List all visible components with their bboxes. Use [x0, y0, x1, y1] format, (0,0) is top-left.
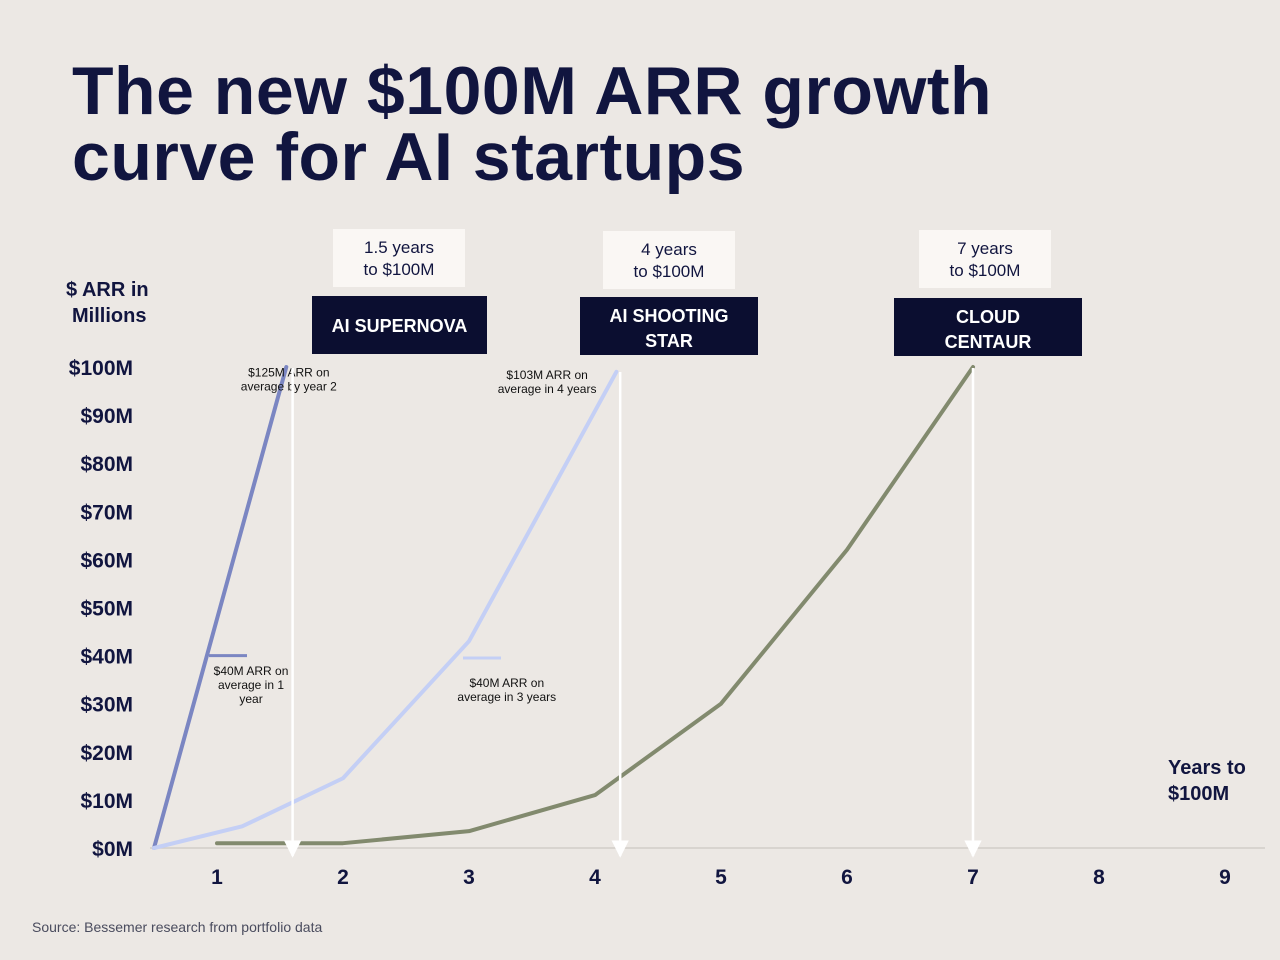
y-tick-label: $40M: [80, 646, 133, 669]
x-tick-label: 3: [463, 866, 475, 889]
annotation-text-supernova: average in 1: [218, 678, 284, 692]
x-tick-label: 6: [841, 866, 853, 889]
x-tick-label: 9: [1219, 866, 1231, 889]
series-label-box-supernova: [312, 296, 487, 354]
y-axis-label-line-1: $ ARR in: [66, 279, 149, 301]
x-tick-label: 8: [1093, 866, 1105, 889]
series-label-text-line-2: CENTAUR: [945, 332, 1032, 352]
annotation-text-shooting_star: $103M ARR on: [506, 368, 587, 382]
annotation-text-shooting_star: average in 3 years: [457, 690, 556, 704]
series-line-supernova: [152, 365, 289, 850]
series-label-box-shooting_star: [580, 297, 758, 355]
timeline-pill-line-2: to $100M: [634, 262, 705, 281]
x-axis-label-line-2: $100M: [1168, 783, 1229, 805]
timeline-pill-line-2: to $100M: [364, 260, 435, 279]
series-label-text-line-1: CLOUD: [956, 307, 1020, 327]
series-line-centaur: [215, 365, 975, 846]
source-note: Source: Bessemer research from portfolio…: [32, 919, 323, 935]
y-tick-label: $30M: [80, 694, 133, 717]
chart-title: The new $100M ARR growth curve for AI st…: [72, 53, 993, 195]
timeline-pill-shooting_star: [603, 231, 735, 289]
x-axis-label-line-1: Years to: [1168, 757, 1246, 779]
x-tick-label: 4: [589, 866, 601, 889]
timeline-pill-line-1: 7 years: [957, 239, 1013, 258]
y-tick-label: $80M: [80, 453, 133, 476]
annotation-text-shooting_star: average in 4 years: [498, 382, 597, 396]
x-tick-label: 2: [337, 866, 349, 889]
series-label-text-line-1: AI SHOOTING: [609, 306, 728, 326]
x-tick-label: 7: [967, 866, 979, 889]
annotation-text-shooting_star: $40M ARR on: [469, 676, 544, 690]
chart-title-line-2: curve for AI startups: [72, 119, 746, 195]
annotation-text-supernova: average by year 2: [241, 380, 337, 394]
y-axis-label-line-2: Millions: [72, 305, 146, 327]
y-tick-label: $70M: [80, 501, 133, 524]
series-label-text: AI SUPERNOVA: [332, 316, 468, 336]
timeline-pill-line-1: 1.5 years: [364, 238, 434, 257]
y-tick-label: $20M: [80, 742, 133, 765]
y-tick-label: $50M: [80, 598, 133, 621]
x-tick-label: 5: [715, 866, 727, 889]
annotation-text-supernova: $40M ARR on: [214, 664, 289, 678]
annotation-text-supernova: year: [239, 692, 262, 706]
timeline-pill-line-1: 4 years: [641, 240, 697, 259]
timeline-pill-supernova: [333, 229, 465, 287]
y-tick-label: $90M: [80, 405, 133, 428]
y-tick-label: $60M: [80, 549, 133, 572]
series-label-box-centaur: [894, 298, 1082, 356]
annotation-text-supernova: $125M ARR on: [248, 366, 329, 380]
y-tick-label: $100M: [69, 357, 133, 380]
y-tick-label: $0M: [92, 838, 133, 861]
series-line-shooting_star: [152, 369, 619, 850]
timeline-pill-line-2: to $100M: [950, 261, 1021, 280]
timeline-pill-centaur: [919, 230, 1051, 288]
y-tick-label: $10M: [80, 790, 133, 813]
series-label-text-line-2: STAR: [645, 331, 693, 351]
chart-title-line-1: The new $100M ARR growth: [72, 53, 993, 129]
x-tick-label: 1: [211, 866, 223, 889]
